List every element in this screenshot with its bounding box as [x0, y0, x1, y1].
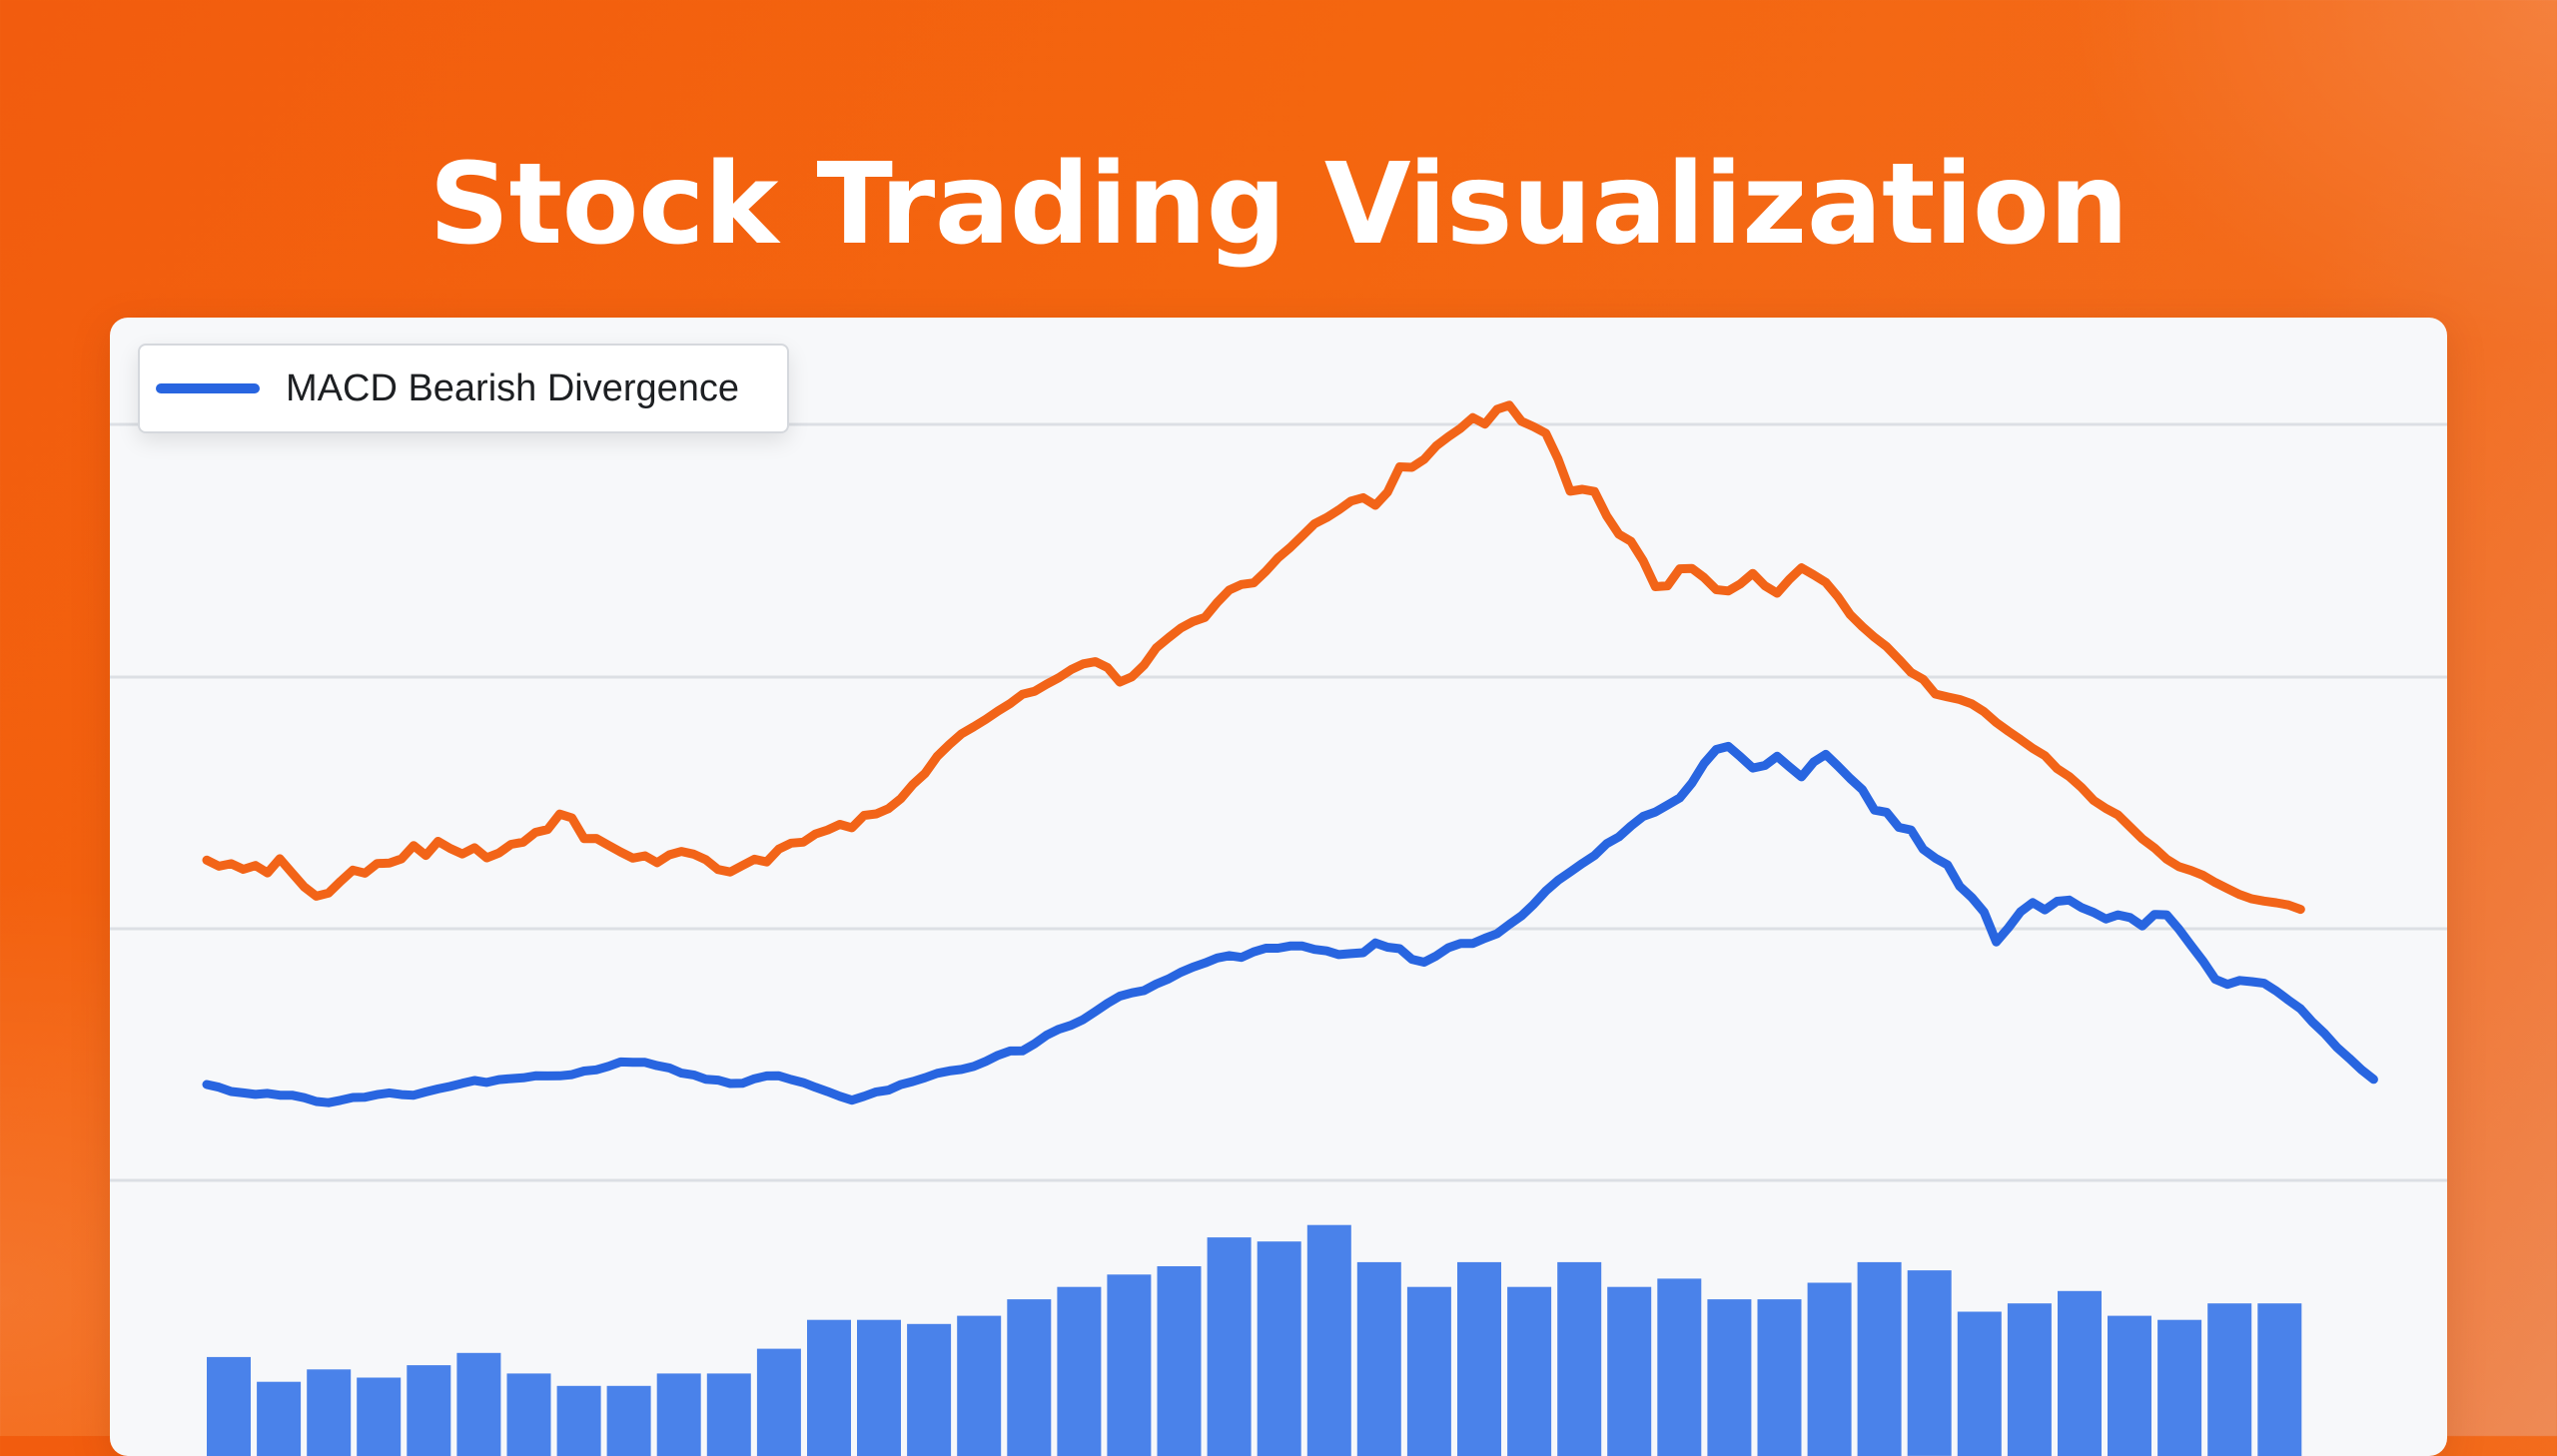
volume-bar — [1457, 1262, 1501, 1456]
volume-bar — [757, 1349, 801, 1456]
volume-bar — [207, 1357, 251, 1456]
volume-bar — [607, 1386, 651, 1456]
volume-bar — [1607, 1287, 1651, 1456]
volume-bar — [257, 1382, 301, 1456]
volume-bar — [907, 1324, 951, 1456]
volume-bar — [1258, 1241, 1301, 1456]
chart-card: MACD Bearish Divergence — [110, 318, 2447, 1456]
volume-bar — [2058, 1291, 2102, 1456]
volume-bar — [1958, 1312, 2002, 1456]
volume-bar — [407, 1365, 450, 1456]
volume-bar — [957, 1316, 1001, 1456]
volume-bar — [1657, 1278, 1701, 1456]
volume-bar — [1808, 1283, 1852, 1456]
volume-bars — [207, 1225, 2301, 1456]
volume-bar — [1407, 1287, 1451, 1456]
volume-bar — [307, 1369, 351, 1456]
volume-bar — [657, 1373, 701, 1456]
legend: MACD Bearish Divergence — [138, 344, 789, 433]
volume-bar — [1057, 1287, 1101, 1456]
volume-bar — [1158, 1266, 1202, 1456]
volume-bar — [1307, 1225, 1351, 1456]
series-lines — [207, 405, 2373, 1102]
macd-line — [207, 746, 2373, 1102]
volume-bar — [2008, 1303, 2052, 1456]
price-line — [207, 405, 2300, 910]
chart-plot-area — [110, 318, 2447, 1456]
volume-bar — [456, 1353, 500, 1456]
volume-bar — [557, 1386, 601, 1456]
volume-bar — [1208, 1237, 1252, 1456]
volume-bar — [1908, 1270, 1952, 1456]
volume-bar — [1107, 1274, 1151, 1456]
volume-bar — [1707, 1299, 1751, 1456]
volume-bar — [2108, 1316, 2151, 1456]
volume-bar — [1357, 1262, 1401, 1456]
volume-bar — [507, 1373, 551, 1456]
volume-bar — [2207, 1303, 2251, 1456]
volume-bar — [1007, 1299, 1051, 1456]
volume-bar — [1758, 1299, 1802, 1456]
volume-bar — [1507, 1287, 1551, 1456]
volume-bar — [1557, 1262, 1601, 1456]
legend-swatch-macd — [156, 383, 260, 393]
volume-bar — [357, 1378, 401, 1456]
volume-bar — [1858, 1262, 1902, 1456]
volume-bar — [707, 1373, 751, 1456]
legend-label-macd: MACD Bearish Divergence — [286, 367, 739, 410]
volume-bar — [2257, 1303, 2301, 1456]
page-title: Stock Trading Visualization — [0, 140, 2557, 270]
